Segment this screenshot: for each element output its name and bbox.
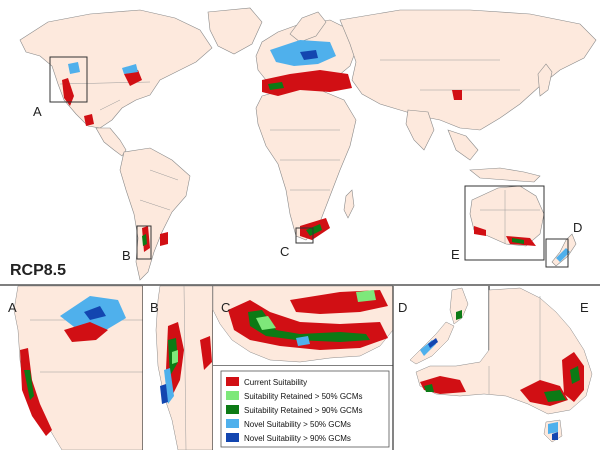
legend-swatch-novel-90 — [226, 433, 239, 442]
inset-box-b — [136, 225, 152, 260]
legend-label-novel-90: Novel Suitability > 90% GCMs — [244, 434, 351, 443]
panel-a-novel-dark-patch — [84, 306, 106, 320]
na-east-current-patch — [124, 70, 142, 86]
panel-d-retained-patch — [456, 310, 462, 320]
panel-a-coast-retained-patch — [24, 370, 34, 400]
south-africa-retained-patch — [306, 224, 322, 236]
panel-b-novel-patch — [164, 368, 174, 404]
panel-e-se-retained-2-patch — [570, 366, 580, 384]
middle-east-current-patch — [452, 90, 462, 100]
greenland-landmass — [207, 7, 263, 55]
suitability-patches — [62, 40, 570, 262]
argentina-current-patch — [160, 232, 168, 246]
panel-b: B — [143, 285, 214, 450]
legend-swatch-current — [226, 377, 239, 386]
panel-b-novel-dark-patch — [160, 384, 168, 404]
panel-label-b: B — [150, 300, 159, 315]
indonesia-landmass — [469, 167, 541, 183]
box-label-b: B — [122, 248, 131, 263]
australia-retained-patch — [512, 238, 524, 244]
madagascar-landmass — [343, 189, 355, 219]
na-west-novel-patch — [68, 62, 80, 74]
panel-a-current-inland-patch — [64, 322, 108, 342]
new-zealand-novel-patch — [556, 248, 570, 262]
panel-b-east-current-patch — [200, 336, 212, 370]
panel-e: E — [415, 287, 593, 443]
box-label-e: E — [451, 247, 460, 262]
box-label-d: D — [573, 220, 582, 235]
legend: Current Suitability Suitability Retained… — [213, 366, 393, 450]
na-east-novel-patch — [122, 64, 138, 74]
legend-label-retained-50: Suitability Retained > 50% GCMs — [244, 392, 363, 401]
legend-swatch-retained-90 — [226, 405, 239, 414]
legend-label-current: Current Suitability — [244, 378, 307, 387]
mexico-current-patch — [84, 114, 94, 126]
panel-label-d: D — [398, 300, 407, 315]
india-landmass — [405, 109, 435, 151]
legend-label-novel-50: Novel Suitability > 50% GCMs — [244, 420, 351, 429]
asia-landmass — [339, 9, 597, 131]
southeast-asia-landmass — [447, 129, 479, 161]
panel-d: D — [392, 286, 490, 366]
panel-d-background — [393, 286, 489, 366]
panel-e-sw-retained-patch — [424, 384, 434, 392]
panel-b-light-green-patch — [172, 350, 178, 364]
panel-c-novel-patch — [296, 336, 310, 346]
inset-box-a — [49, 56, 88, 103]
panel-e-se-retained-patch — [544, 390, 566, 402]
inset-boxes — [49, 56, 569, 268]
japan-landmass — [537, 63, 553, 97]
legend-box — [220, 370, 390, 448]
inset-box-c — [295, 227, 314, 244]
panel-label-c: C — [221, 300, 230, 315]
na-west-current-patch — [62, 78, 74, 106]
inset-box-d — [545, 238, 569, 268]
mediterranean-retained-patch — [268, 82, 284, 90]
world-map: A B C D E RCP8.5 — [10, 7, 597, 281]
legend-label-retained-90: Suitability Retained > 90% GCMs — [244, 406, 363, 415]
legend-swatch-retained-50 — [226, 391, 239, 400]
panel-e-novel-dark-patch — [552, 432, 558, 440]
mediterranean-current-patch — [262, 70, 352, 96]
panel-label-e: E — [580, 300, 589, 315]
panel-c-retained-dark-patch — [248, 310, 370, 342]
inset-box-e — [464, 185, 545, 261]
panel-d-novel-dark-patch — [428, 338, 438, 348]
panel-c: C — [212, 285, 394, 367]
legend-swatch-novel-50 — [226, 419, 239, 428]
australia-current-patch — [474, 226, 486, 236]
panel-a: A — [0, 285, 144, 450]
box-label-c: C — [280, 244, 289, 259]
scenario-label: RCP8.5 — [10, 262, 66, 279]
panel-e-novel-patch — [548, 422, 558, 434]
europe-novel-dark-patch — [300, 50, 318, 60]
panel-label-a: A — [8, 300, 17, 315]
chile-retained-patch — [142, 234, 147, 246]
box-label-a: A — [33, 104, 42, 119]
panel-c-retained-light-patch — [356, 290, 376, 302]
panel-c-retained-light-2-patch — [256, 316, 276, 330]
